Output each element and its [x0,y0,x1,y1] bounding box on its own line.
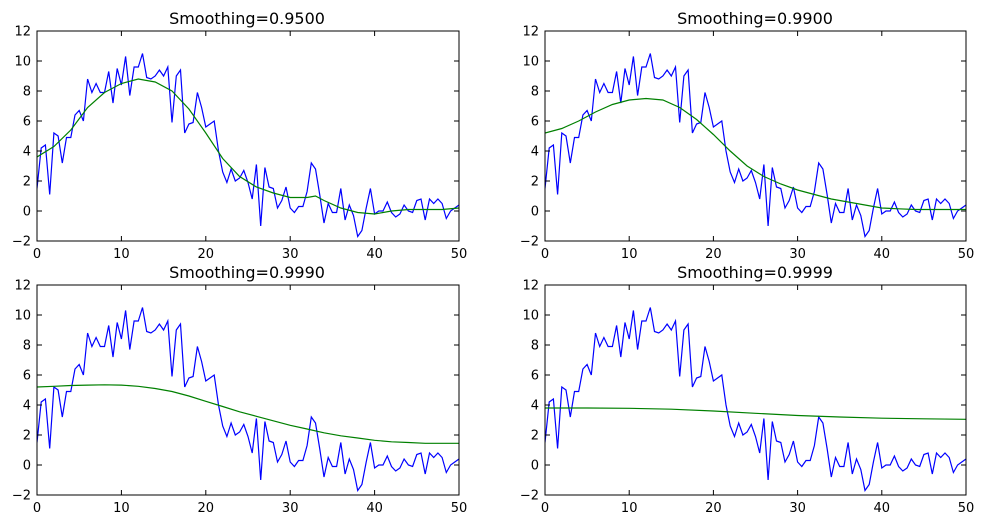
x-tick-label: 50 [451,247,468,262]
y-tick-label: 6 [531,369,539,384]
y-tick-label: 8 [23,85,31,100]
y-tick-label: 4 [23,399,31,414]
y-tick-label: 4 [531,145,539,160]
x-tick-label: 30 [282,247,299,262]
y-tick-label: −2 [12,235,31,250]
smoothed-line [37,384,459,444]
y-tick-label: 10 [522,309,539,324]
x-tick-label: 30 [789,247,806,262]
y-tick-label: 6 [23,369,31,384]
x-tick-label: 20 [705,247,722,262]
y-tick-label: 2 [23,175,31,190]
y-tick-label: −2 [520,235,539,250]
x-tick-label: 10 [621,501,638,516]
y-tick-label: 8 [531,85,539,100]
x-tick-label: 40 [874,501,891,516]
x-tick-label: 40 [874,247,891,262]
x-tick-label: 30 [789,501,806,516]
x-tick-label: 40 [366,247,383,262]
y-tick-label: 2 [531,429,539,444]
y-tick-label: 0 [531,205,539,220]
y-tick-label: 10 [14,309,31,324]
y-tick-label: 2 [531,175,539,190]
plot-frame [544,284,967,496]
smoothed-line [545,97,966,211]
y-tick-label: 2 [23,429,31,444]
y-tick-label: −2 [520,489,539,504]
x-tick-label: 10 [113,247,130,262]
y-tick-label: 0 [531,459,539,474]
y-tick-label: 8 [531,339,539,354]
y-tick-label: 12 [14,25,31,40]
plot-area [545,285,966,495]
x-tick-label: 50 [958,247,975,262]
y-tick-label: 4 [23,145,31,160]
y-tick-label: 12 [522,279,539,294]
x-tick-label: 20 [198,501,215,516]
subplot-title: Smoothing=0.9900 [677,9,833,28]
x-tick-label: 0 [33,501,41,516]
y-tick-label: 12 [522,25,539,40]
smoothed-line [37,78,459,215]
plot-frame [36,30,460,242]
y-tick-label: 0 [23,459,31,474]
x-tick-label: 0 [33,247,41,262]
raw-signal-line [545,307,966,492]
raw-signal-line [545,53,966,238]
y-tick-label: 4 [531,399,539,414]
y-tick-label: −2 [12,489,31,504]
x-tick-label: 50 [958,501,975,516]
y-tick-label: 6 [23,115,31,130]
raw-signal-line [37,307,459,492]
x-tick-label: 50 [451,501,468,516]
plot-area [37,31,459,241]
plot-frame [544,30,967,242]
x-tick-label: 10 [113,501,130,516]
y-tick-label: 0 [23,205,31,220]
subplot-title: Smoothing=0.9990 [169,263,325,282]
plot-area [37,285,459,495]
y-tick-label: 8 [23,339,31,354]
x-tick-label: 20 [705,501,722,516]
smoothed-line [545,407,966,420]
raw-signal-line [37,53,459,238]
y-tick-label: 12 [14,279,31,294]
plot-frame [36,284,460,496]
x-tick-label: 0 [541,501,549,516]
subplot-title: Smoothing=0.9500 [169,9,325,28]
x-tick-label: 40 [366,501,383,516]
x-tick-label: 30 [282,501,299,516]
subplot-title: Smoothing=0.9999 [677,263,833,282]
x-tick-label: 20 [198,247,215,262]
y-tick-label: 6 [531,115,539,130]
y-tick-label: 10 [14,55,31,70]
x-tick-label: 0 [541,247,549,262]
y-tick-label: 10 [522,55,539,70]
x-tick-label: 10 [621,247,638,262]
